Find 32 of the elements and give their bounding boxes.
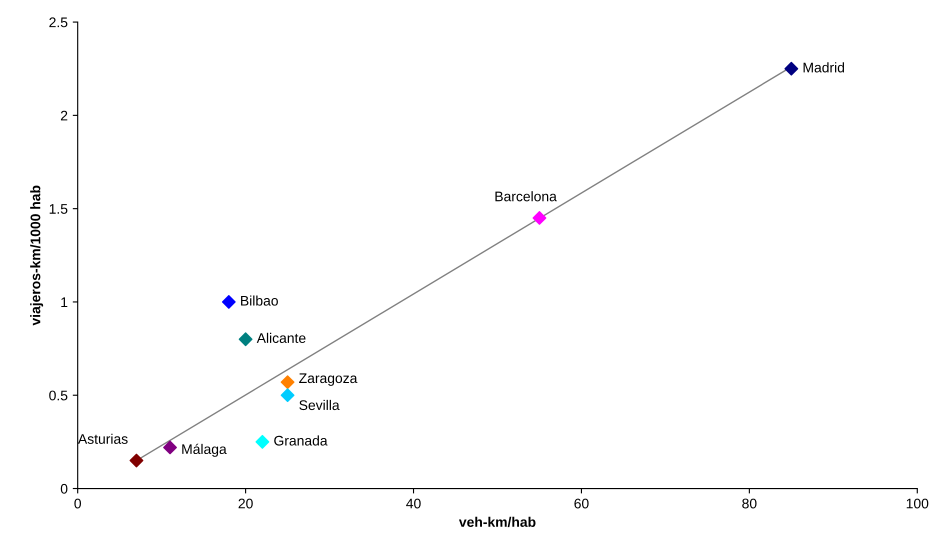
series-label: Granada [274,435,328,446]
x-tick-label: 60 [574,498,589,508]
y-tick-label: 2 [60,110,68,120]
series-label: Alicante [256,332,306,343]
series-label: Bilbao [241,295,278,306]
y-tick-label: 2.5 [49,17,68,28]
series-label: Málaga [182,444,227,457]
y-tick-label: 1.5 [50,204,68,214]
x-tick-label: 100 [906,498,928,508]
series-label: Barcelona [495,191,557,202]
point [130,454,144,468]
series-label: Asturias [78,434,128,444]
point [163,440,177,454]
series-label: Zaragoza [299,373,358,386]
series-label: Sevilla [299,400,340,410]
x-axis-title: veh-km/hab [458,516,536,528]
point [784,62,798,76]
point [255,434,270,449]
y-axis-title: viajeros-km/1000 hab [30,186,44,326]
point [222,295,236,309]
point [532,211,546,225]
x-tick-label: 40 [406,498,421,508]
series-label: Madrid [804,62,844,72]
y-tick-label: 0 [60,484,68,494]
point [238,332,253,346]
x-tick-label: 20 [238,498,253,508]
y-tick-label: 1 [61,297,68,307]
x-tick-label: 0 [74,498,82,508]
point [280,375,294,390]
point [280,388,294,402]
x-tick-label: 80 [742,498,757,508]
y-tick-label: 0.5 [49,390,68,400]
